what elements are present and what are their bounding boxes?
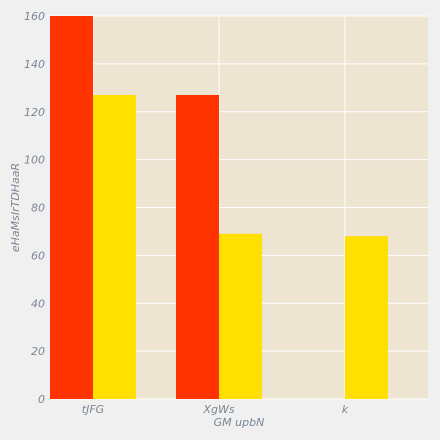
tick-labels: 0 20 40 60 80 100 120 140 160 tJFG XgWs k [24,10,349,416]
y-tick-label: 160 [24,10,45,23]
x-axis-label: GM upbN [214,416,265,429]
y-tick-label: 140 [24,58,45,71]
y-tick-label: 0 [38,393,45,406]
y-axis-label: eHaMsIrTDHaaR [9,163,22,252]
x-tick-label: XgWs [202,403,234,416]
bar-tJFG-series-2 [93,94,136,400]
y-tick-label: 20 [31,345,45,358]
y-tick-label: 120 [24,106,45,119]
y-tick-label: 100 [24,154,45,167]
y-tick-label: 40 [31,297,45,310]
x-tick-label: k [342,403,349,416]
bar-XgWs-series-2 [219,233,262,399]
bar-k-series-2 [345,236,388,399]
x-tick-label: tJFG [82,403,104,416]
bar-tJFG-series-1 [50,16,93,399]
bars [50,16,388,400]
y-tick-label: 60 [31,249,45,262]
y-tick-label: 80 [31,202,45,215]
bar-XgWs-series-1 [176,94,219,400]
